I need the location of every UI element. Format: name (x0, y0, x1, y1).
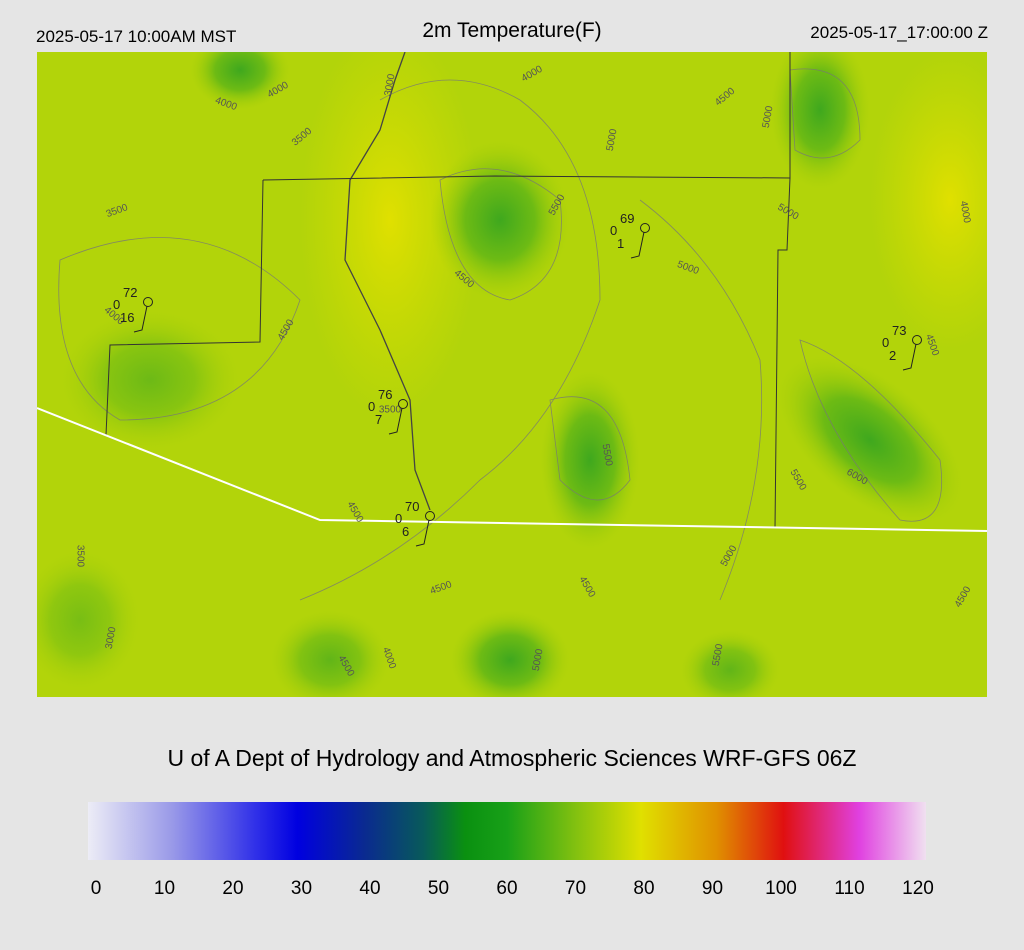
station-circle (398, 399, 408, 409)
wind-barb (630, 231, 645, 259)
station-value: 7 (375, 412, 382, 427)
station-value: 0 (610, 223, 617, 238)
station-value: 0 (368, 399, 375, 414)
station-circle (425, 511, 435, 521)
contour-label: 4000 (958, 200, 973, 224)
contour-label: 3000 (104, 626, 119, 650)
station-temp: 69 (620, 211, 634, 226)
station-circle (912, 335, 922, 345)
colorbar-tick-label: 110 (834, 878, 864, 899)
colorbar-tick-label: 10 (154, 878, 175, 899)
valid-local: 2025-05-17 10:00AM MST (36, 27, 236, 46)
station-value: 6 (402, 524, 409, 539)
colorbar-tick-label: 50 (428, 878, 449, 899)
wind-barb (388, 407, 403, 435)
station-temp: 72 (123, 285, 137, 300)
wind-barb (133, 305, 148, 333)
station-value: 2 (889, 348, 896, 363)
map-title: 2m Temperature(F) (422, 19, 601, 42)
colorbar-tick-label: 100 (765, 878, 797, 899)
colorbar-tick-label: 90 (702, 878, 723, 899)
colorbar-tick-label: 30 (291, 878, 312, 899)
station-temp: 73 (892, 323, 906, 338)
contour-label: 3500 (379, 405, 402, 416)
colorbar-tick-label: 60 (496, 878, 517, 899)
contour-label: 3000 (383, 73, 398, 97)
contour-label: 5000 (531, 648, 546, 672)
contour-label: 5000 (605, 128, 620, 152)
station-circle (640, 223, 650, 233)
colorbar-tick-label: 80 (633, 878, 654, 899)
station-circle (143, 297, 153, 307)
colorbar-tick-label: 0 (91, 878, 102, 899)
station-value: 0 (882, 335, 889, 350)
valid-utc: 2025-05-17_17:00:00 Z (810, 23, 988, 42)
contour-label: 3500 (74, 545, 85, 568)
wind-barb (902, 343, 917, 371)
contour-label: 5000 (761, 105, 776, 129)
station-temp: 70 (405, 499, 419, 514)
colorbar-tick-label: 40 (359, 878, 380, 899)
station-value: 0 (113, 297, 120, 312)
station-value: 0 (395, 511, 402, 526)
contour-label: 5500 (711, 643, 726, 667)
colorbar (88, 802, 926, 860)
contour-label: 5500 (600, 443, 615, 467)
station-value: 16 (120, 310, 134, 325)
credit: U of A Dept of Hydrology and Atmospheric… (167, 745, 856, 771)
colorbar-tick-label: 70 (565, 878, 586, 899)
colorbar-tick-label: 120 (902, 878, 934, 899)
colorbar-tick-label: 20 (222, 878, 243, 899)
station-value: 1 (617, 236, 624, 251)
wind-barb (415, 519, 430, 547)
station-temp: 76 (378, 387, 392, 402)
